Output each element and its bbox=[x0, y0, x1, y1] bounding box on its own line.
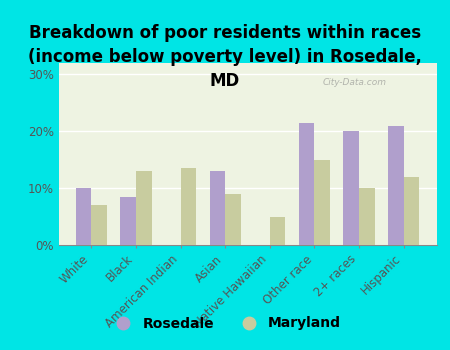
Text: City-Data.com: City-Data.com bbox=[323, 78, 387, 86]
Bar bbox=[210, 171, 225, 245]
Bar bbox=[120, 197, 136, 245]
Bar bbox=[343, 131, 359, 245]
Bar bbox=[388, 126, 404, 245]
Legend: Rosedale, Maryland: Rosedale, Maryland bbox=[104, 311, 346, 336]
Bar bbox=[180, 168, 196, 245]
Bar bbox=[299, 123, 315, 245]
Bar bbox=[404, 177, 419, 245]
Bar bbox=[270, 217, 285, 245]
Bar bbox=[315, 160, 330, 245]
Bar bbox=[225, 194, 241, 245]
Text: Breakdown of poor residents within races
(income below poverty level) in Rosedal: Breakdown of poor residents within races… bbox=[28, 25, 422, 90]
Bar bbox=[136, 171, 152, 245]
Bar bbox=[359, 188, 375, 245]
Bar bbox=[91, 205, 107, 245]
Bar bbox=[76, 188, 91, 245]
